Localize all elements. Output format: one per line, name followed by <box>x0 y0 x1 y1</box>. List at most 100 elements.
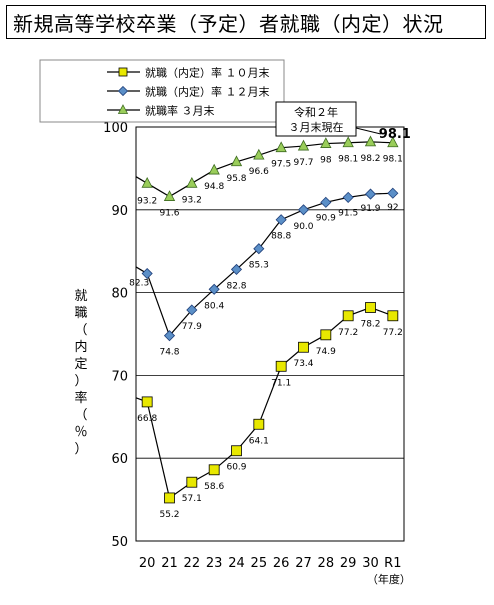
data-point-diamond <box>387 187 399 199</box>
data-label: 74.9 <box>316 347 336 357</box>
x-axis-unit-label: （年度） <box>367 572 411 586</box>
data-point-triangle <box>342 136 354 148</box>
x-tick-label: 27 <box>295 556 312 571</box>
data-label: 97.7 <box>293 158 313 168</box>
data-point-triangle <box>141 176 153 188</box>
x-tick-label: 20 <box>139 556 156 571</box>
data-point-triangle <box>208 163 220 175</box>
data-point-triangle <box>297 139 310 151</box>
data-label: 57.1 <box>182 494 202 504</box>
data-label: 82.8 <box>226 281 246 291</box>
data-label: 88.8 <box>271 232 291 242</box>
y-axis-label-char: ） <box>74 374 88 389</box>
data-label: 77.9 <box>182 322 202 332</box>
y-axis-label-char: （ <box>74 408 88 423</box>
data-point-triangle <box>253 148 265 160</box>
data-label: 95.8 <box>226 174 246 184</box>
y-axis-label-char: ） <box>74 442 88 457</box>
data-label: 93.2 <box>182 195 202 205</box>
callout-pointer <box>355 127 381 135</box>
x-tick-label: 24 <box>228 556 245 571</box>
y-axis-label-char: 就 <box>74 289 88 304</box>
data-label: 55.2 <box>159 510 179 520</box>
data-label: 91.9 <box>360 204 380 214</box>
data-point-triangle <box>275 141 287 153</box>
legend-entry: 就職（内定）率 １０月末 <box>145 66 270 80</box>
data-point-diamond <box>141 267 153 280</box>
data-label: 98.1 <box>338 155 358 165</box>
data-label: 78.2 <box>360 320 380 330</box>
x-tick-label: 28 <box>318 556 335 571</box>
y-axis-label-char: 職 <box>74 306 88 321</box>
callout-line-2: ３月末現在 <box>289 120 344 134</box>
data-point-square <box>320 329 332 341</box>
data-point-square <box>253 418 265 430</box>
data-point-square <box>342 310 354 322</box>
data-point-square <box>208 464 220 476</box>
y-tick-label: 100 <box>103 121 128 136</box>
series-line <box>146 141 393 198</box>
data-label: 60.9 <box>226 463 246 473</box>
data-label: 74.8 <box>159 348 179 358</box>
y-tick-label: 50 <box>111 535 128 550</box>
data-label: 77.2 <box>338 328 358 338</box>
data-label: 93.2 <box>137 196 157 206</box>
y-axis-label-char: 率 <box>74 391 88 406</box>
y-tick-label: 70 <box>111 369 128 384</box>
y-axis-label-char: 内 <box>74 340 88 355</box>
data-point-diamond <box>230 263 243 275</box>
data-point-triangle <box>320 137 332 148</box>
x-tick-label: 25 <box>251 556 268 571</box>
data-point-diamond <box>163 330 176 342</box>
data-label: 91.6 <box>159 209 179 219</box>
data-point-diamond <box>186 304 198 316</box>
x-tick-label: 29 <box>340 556 357 571</box>
data-label: 73.4 <box>293 359 313 369</box>
data-label: 58.6 <box>204 482 224 492</box>
x-tick-label: 26 <box>273 556 290 571</box>
data-point-diamond <box>275 214 287 226</box>
x-tick-label: 22 <box>184 556 201 571</box>
legend-marker-diamond <box>117 85 129 97</box>
data-label: 91.5 <box>338 208 358 218</box>
legend-marker-triangle <box>117 104 129 114</box>
data-point-triangle <box>387 136 399 148</box>
callout-box <box>275 101 357 137</box>
data-label: 90.0 <box>293 222 313 232</box>
y-axis-label-char: 定 <box>74 357 88 372</box>
data-label: 94.8 <box>204 182 224 192</box>
data-point-diamond <box>253 243 265 255</box>
data-label: 80.4 <box>204 301 224 311</box>
x-tick-label: R1 <box>384 556 401 571</box>
data-point-square <box>275 360 287 372</box>
data-point-diamond <box>364 188 377 200</box>
y-tick-label: 80 <box>111 287 128 302</box>
data-label: 98.1 <box>383 155 403 165</box>
callout-highlight-value: 98.1 <box>379 127 411 142</box>
title-box: 新規高等学校卒業（予定）者就職（内定）状況 <box>6 5 486 39</box>
chart-title: 新規高等学校卒業（予定）者就職（内定）状況 <box>13 11 444 36</box>
data-point-square <box>186 476 198 488</box>
data-label: 97.5 <box>271 160 291 170</box>
data-label: 85.3 <box>249 261 269 271</box>
data-point-triangle <box>230 155 243 167</box>
data-point-diamond <box>320 196 332 208</box>
data-point-triangle <box>364 135 377 147</box>
data-point-triangle <box>186 176 198 188</box>
data-label: 96.6 <box>249 167 269 177</box>
legend <box>39 59 285 123</box>
x-tick-label: 21 <box>161 556 178 571</box>
y-axis-label: 就職 （ 内定 ） 率 （ ％ ） <box>72 288 90 458</box>
data-point-square <box>387 310 399 322</box>
plot-area <box>135 126 405 542</box>
data-label: 64.1 <box>249 436 269 446</box>
data-label: 98.2 <box>360 154 380 164</box>
data-point-diamond <box>208 283 220 295</box>
x-tick-label: 30 <box>362 556 379 571</box>
legend-entry: 就職（内定）率 １２月末 <box>145 85 270 99</box>
y-tick-label: 90 <box>111 204 128 219</box>
data-point-diamond <box>297 204 310 216</box>
data-point-square <box>231 445 242 457</box>
legend-marker-square <box>118 67 128 77</box>
